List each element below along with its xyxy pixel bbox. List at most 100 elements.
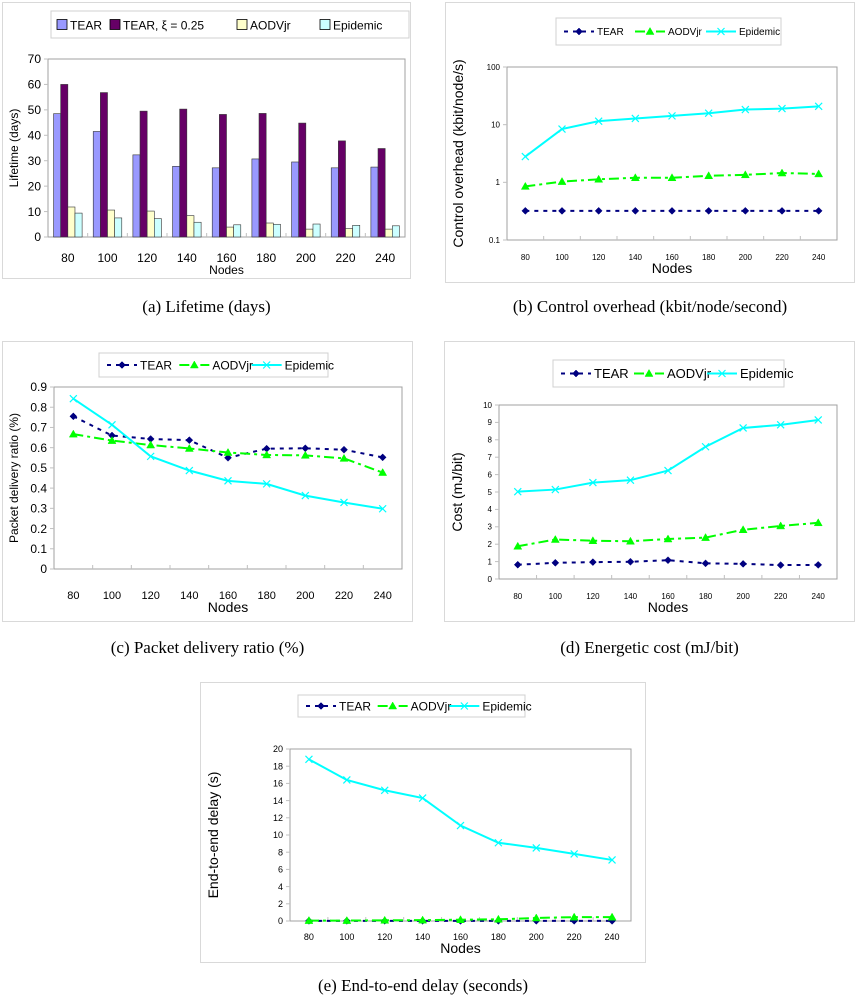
lifetime-chart-panel: TEAR TEAR, ξ = 0.25 AODVjr Epidemic 0 10 20 30 4…	[2, 2, 411, 279]
y-tick-label: 5	[488, 488, 493, 497]
x-tick-label: 140	[624, 592, 638, 601]
x-tick-label: 140	[180, 590, 198, 602]
y-tick-label: 10	[273, 830, 283, 840]
legend-label: AODVjr	[411, 699, 452, 713]
lifetime-chart: TEAR TEAR, ξ = 0.25 AODVjr Epidemic 0 10 20 30 4…	[7, 10, 410, 277]
data-point	[300, 450, 310, 459]
data-point	[569, 912, 579, 921]
energetic-cost-chart: TEAR AODVjr Epidemic 0 1 2 3 4 5 6 7 8 9 10 80 100 120 14…	[449, 359, 838, 615]
x-tick-label: 240	[812, 592, 826, 601]
x-tick-label: 120	[586, 592, 600, 601]
data-point	[520, 181, 530, 190]
bar	[74, 212, 83, 238]
data-point	[521, 207, 530, 215]
x-tick-label: 240	[605, 932, 620, 942]
x-tick-label: 240	[812, 253, 826, 262]
x-tick-label: 200	[736, 592, 750, 601]
legend-marker	[718, 369, 726, 378]
x-tick-label: 100	[97, 251, 117, 265]
data-point	[776, 521, 786, 530]
data-point	[557, 177, 567, 185]
x-tick-label: 120	[141, 590, 159, 602]
y-tick-label: 70	[28, 52, 42, 66]
bar	[352, 225, 361, 238]
plot-area	[498, 404, 838, 580]
y-tick-label: 0.8	[30, 400, 47, 414]
data-point	[493, 914, 503, 923]
y-tick-label: 10	[491, 120, 500, 129]
x-axis-label: Nodes	[440, 940, 480, 956]
bar	[392, 225, 400, 238]
data-point	[531, 913, 541, 922]
legend-label: AODVjr	[212, 358, 253, 372]
data-point	[532, 843, 541, 852]
x-tick-label: 100	[549, 592, 563, 601]
data-point	[107, 436, 117, 444]
x-tick-label: 120	[592, 253, 606, 262]
data-point	[626, 536, 635, 545]
y-tick-label: 8	[488, 436, 493, 445]
control-overhead-chart: TEAR AODVjr Epidemic 0.1 1 10 100 80 100 120 140 16…	[450, 17, 838, 276]
legend-label: Epidemic	[739, 27, 780, 38]
data-point	[558, 207, 566, 215]
legend-marker	[388, 701, 398, 710]
data-point	[521, 152, 530, 161]
data-point	[262, 450, 272, 459]
data-point	[814, 416, 823, 424]
x-tick-label: 80	[304, 932, 314, 942]
data-point	[342, 776, 351, 784]
data-point	[631, 207, 640, 215]
y-tick-label: 0.5	[30, 461, 47, 475]
y-tick-label: 0.3	[30, 502, 47, 516]
x-tick-label: 240	[375, 251, 395, 265]
legend-marker	[572, 369, 580, 378]
y-tick-label: 0.1	[489, 236, 501, 245]
bar	[298, 122, 307, 238]
bar	[233, 224, 242, 238]
y-tick-label: 9	[488, 418, 493, 427]
bar	[226, 226, 234, 238]
data-point	[701, 442, 710, 451]
data-point	[185, 466, 194, 475]
x-tick-label: 180	[256, 251, 276, 265]
y-tick-label: 0.7	[30, 421, 47, 435]
bar	[60, 84, 69, 238]
data-point	[224, 453, 232, 462]
bar	[251, 158, 260, 238]
x-tick-label: 80	[61, 251, 75, 265]
legend	[552, 359, 785, 388]
x-tick-label: 120	[377, 932, 392, 942]
legend-marker	[317, 702, 325, 710]
data-point	[551, 558, 560, 567]
x-tick-label: 80	[67, 590, 79, 602]
legend-marker	[645, 26, 655, 35]
plot-area	[289, 748, 632, 922]
data-point	[741, 105, 750, 114]
data-point	[339, 453, 349, 462]
y-tick-label: 100	[487, 63, 501, 72]
data-point	[668, 207, 676, 215]
data-point	[513, 487, 522, 496]
end-to-end-delay-chart-panel: TEAR AODVjr Epidemic 0 2 4 6 8 10 12 14 16 18 20 80 100…	[200, 682, 646, 963]
bar	[219, 114, 227, 238]
data-point	[146, 440, 156, 449]
legend-marker	[118, 361, 126, 369]
control-overhead-chart-panel: TEAR AODVjr Epidemic 0.1 1 10 100 80 100 120 140 16…	[445, 2, 855, 283]
data-point	[814, 102, 823, 111]
data-point	[813, 518, 823, 527]
legend-marker	[644, 368, 654, 377]
data-point	[664, 556, 672, 565]
y-tick-label: 4	[278, 882, 283, 892]
y-tick-label: 60	[28, 78, 42, 92]
x-tick-label: 100	[339, 932, 354, 942]
bar	[146, 210, 155, 238]
y-tick-label: 1	[488, 557, 493, 566]
data-point	[551, 485, 560, 494]
caption-lifetime: (a) Lifetime (days)	[142, 297, 271, 316]
bar	[100, 92, 108, 238]
bar	[384, 228, 393, 238]
x-tick-label: 220	[567, 932, 582, 942]
x-tick-label: 200	[296, 590, 314, 602]
x-tick-label: 140	[415, 932, 430, 942]
data-point	[667, 173, 677, 182]
